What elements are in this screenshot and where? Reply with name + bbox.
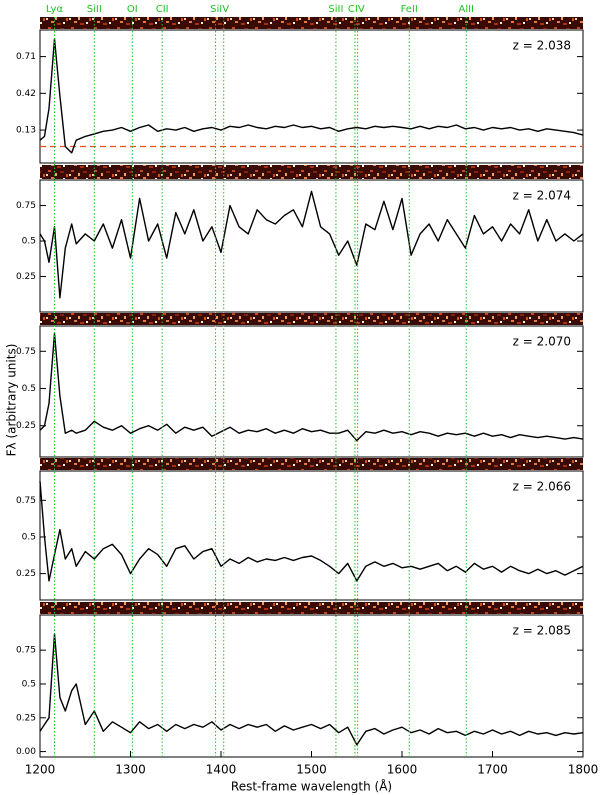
y-tick-label: 0.5 [22, 532, 36, 542]
spectrum-line [39, 190, 584, 299]
y-tick-label: 0.5 [22, 384, 36, 394]
plot-frame [39, 614, 584, 758]
redshift-label: z = 2.085 [513, 624, 571, 638]
y-tick-label: 0.75 [16, 201, 36, 211]
spectrum-line [39, 332, 584, 442]
y-tick-label: 0.25 [16, 713, 36, 723]
x-tick-label: 1800 [568, 763, 599, 777]
plot-frame [39, 470, 584, 601]
y-tick-label: 0.13 [16, 126, 36, 136]
y-tick-label: 0.25 [16, 272, 36, 282]
spectral-line-label: FeII [401, 4, 418, 15]
y-tick-label: 0.5 [22, 679, 36, 689]
spectrum-strip [40, 165, 583, 179]
plot-frame [39, 325, 584, 458]
spectral-line-label: CIV [348, 4, 365, 15]
redshift-label: z = 2.066 [513, 480, 571, 494]
y-axis-label: Fλ (arbitrary units) [5, 344, 19, 457]
y-tick-label: 0.75 [16, 646, 36, 656]
spectrum-line [39, 38, 584, 154]
spectrum-strip [40, 17, 583, 29]
x-tick-label: 1700 [477, 763, 508, 777]
y-tick-label: 0.75 [16, 347, 36, 357]
plot-frame [39, 179, 584, 313]
x-tick-label: 1600 [387, 763, 418, 777]
y-tick-label: 0.71 [16, 52, 36, 62]
y-tick-label: 0.25 [16, 569, 36, 579]
y-tick-label: 0.75 [16, 496, 36, 506]
spectral-line-label: AlII [458, 4, 474, 15]
spectrum-line [39, 481, 584, 582]
spectral-line-label: Lyα [46, 4, 64, 15]
redshift-label: z = 2.070 [513, 335, 571, 349]
spectral-line-label: SiIV [210, 4, 229, 15]
spectrum-line [39, 633, 584, 746]
x-tick-label: 1400 [206, 763, 237, 777]
spectrum-strip [40, 458, 583, 470]
y-tick-label: 0.42 [16, 89, 36, 99]
x-tick-label: 1300 [115, 763, 146, 777]
y-tick-label: 0.25 [16, 421, 36, 431]
spectral-line-label: SiII [87, 4, 102, 15]
x-axis-label: Rest-frame wavelength (Å) [231, 779, 392, 794]
spectrum-strip [40, 602, 583, 614]
plot-frame [39, 29, 584, 164]
x-tick-label: 1500 [296, 763, 327, 777]
y-tick-label: 0.5 [22, 237, 36, 247]
spectral-line-label: CII [156, 4, 169, 15]
spectral-line-label: SiII [328, 4, 343, 15]
spectrum-strip [40, 313, 583, 325]
spectral-line-label: OI [127, 4, 138, 15]
redshift-label: z = 2.074 [513, 189, 571, 203]
x-tick-label: 1200 [25, 763, 56, 777]
redshift-label: z = 2.038 [513, 39, 571, 53]
y-tick-label: 0.00 [16, 747, 36, 757]
